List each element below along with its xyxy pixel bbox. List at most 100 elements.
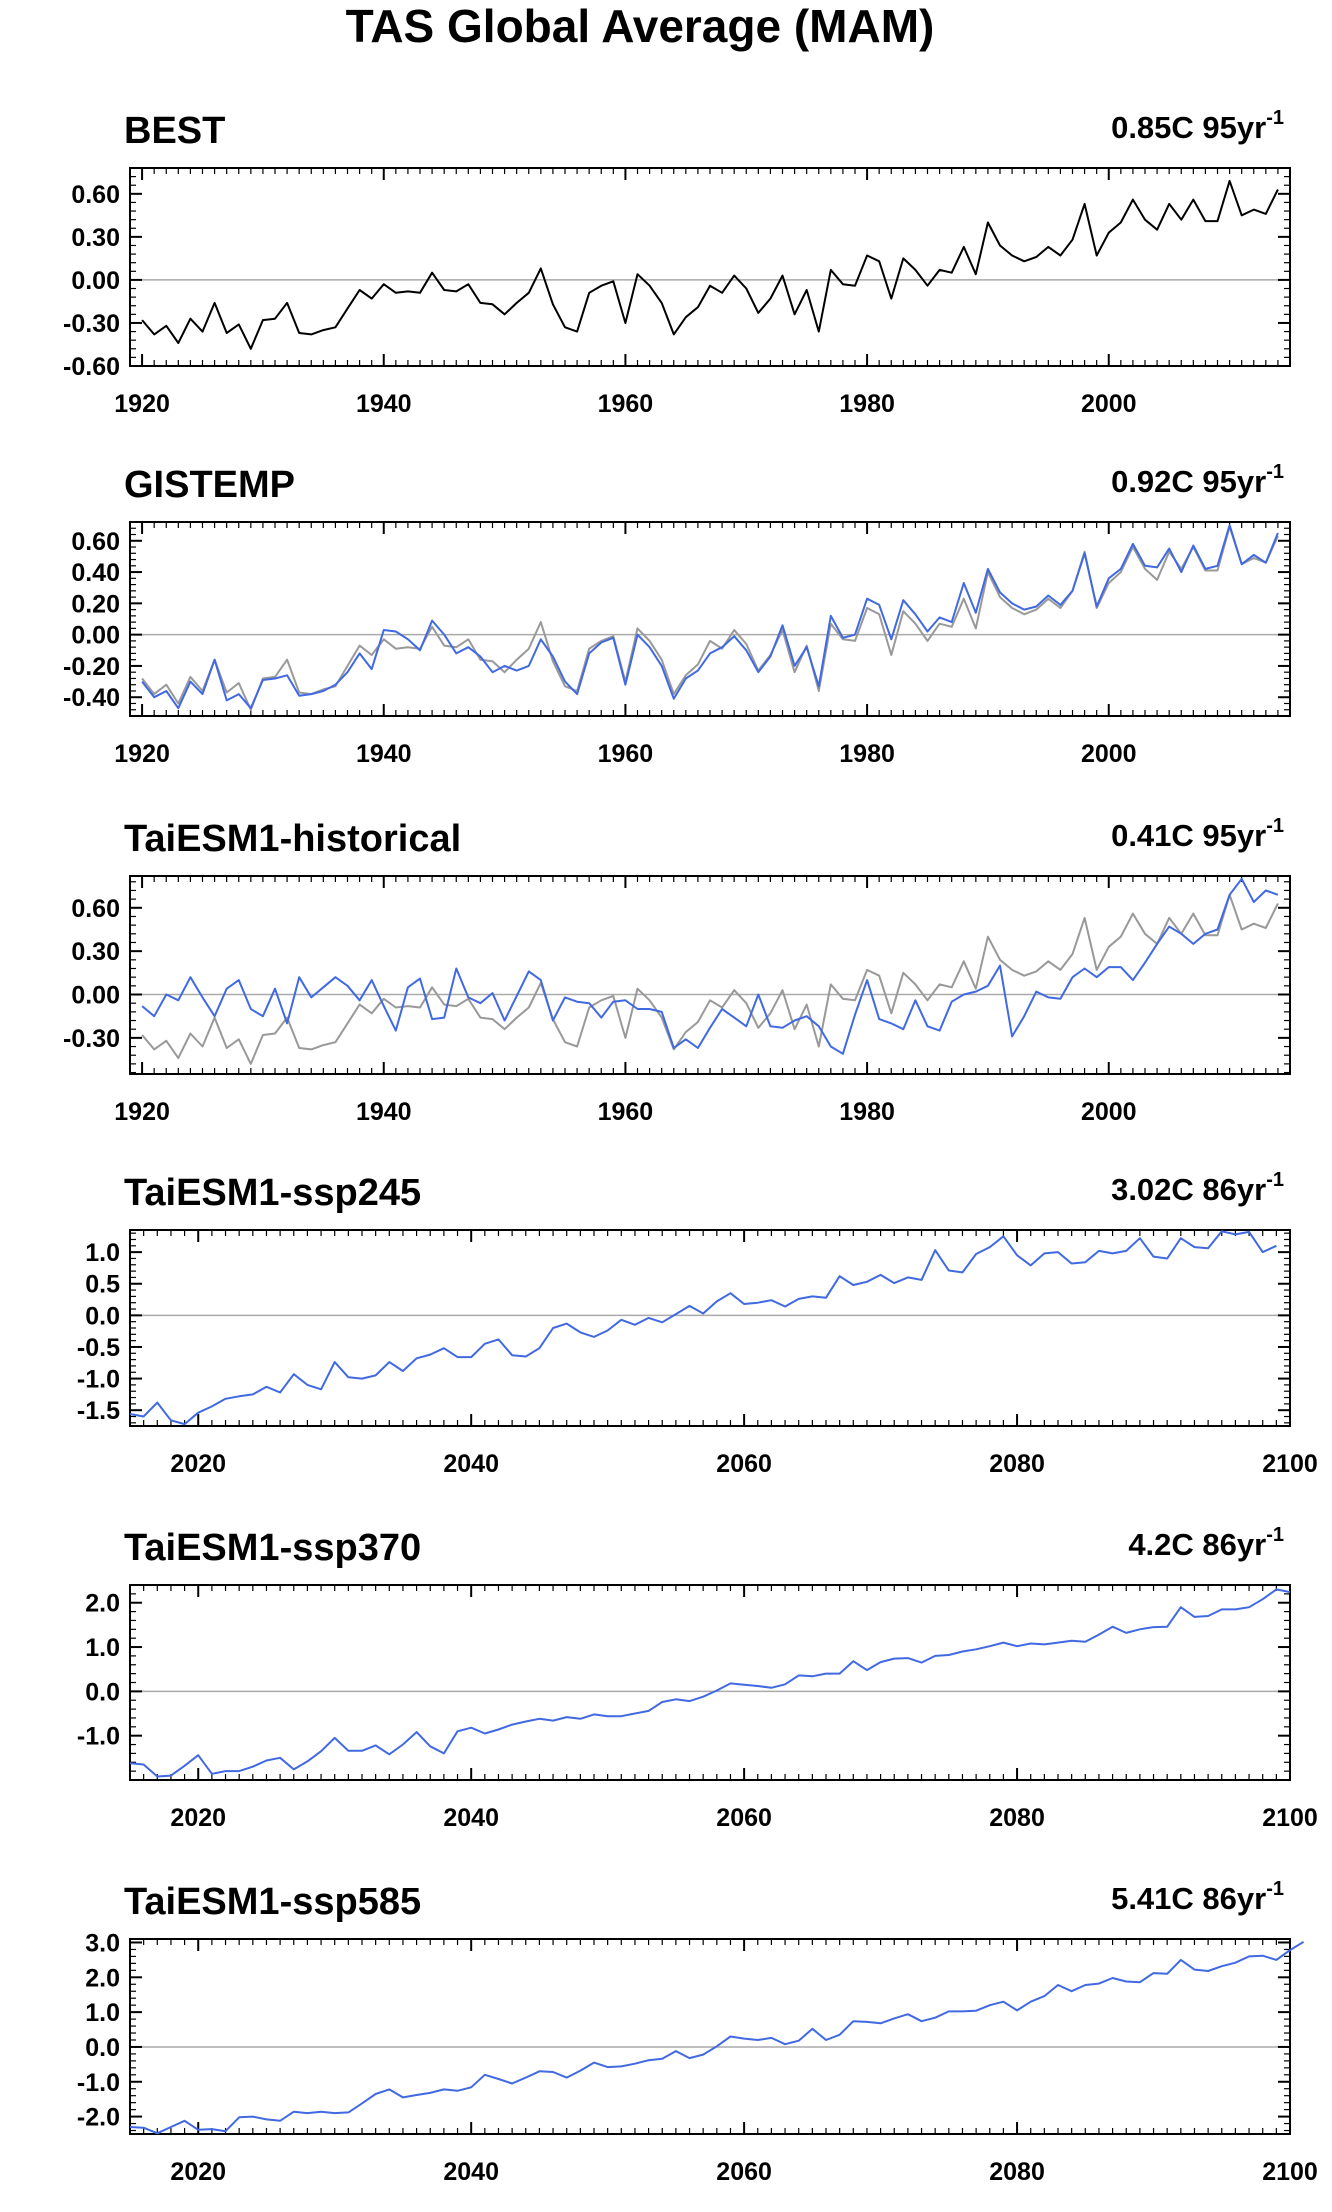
chart-panel-2: GISTEMP 0.92C 95yr-1 -0.40 -0.20 0.00 0.20 0.4… bbox=[63, 461, 1291, 768]
trend-label: 0.92C 95yr-1 bbox=[1111, 461, 1284, 499]
trend-label: 3.02C 86yr-1 bbox=[1111, 1169, 1284, 1207]
x-tick-label: 1960 bbox=[598, 1098, 654, 1126]
y-tick-label: 0.60 bbox=[71, 528, 120, 556]
chart-panel-5: TaiESM1-ssp370 4.2C 86yr-1 -1.0 0.0 1.0 2.0 20… bbox=[77, 1524, 1318, 1832]
chart-panel-3: TaiESM1-historical 0.41C 95yr-1 -0.30 0.00 0… bbox=[63, 815, 1291, 1126]
y-tick-label: -0.40 bbox=[63, 684, 120, 712]
y-tick-label: 0.60 bbox=[71, 895, 120, 923]
x-tick-label: 1980 bbox=[839, 390, 895, 418]
trend-exponent: -1 bbox=[1266, 461, 1284, 483]
y-tick-label: -1.0 bbox=[77, 2069, 120, 2097]
y-tick-label: 0.30 bbox=[71, 224, 120, 252]
y-tick-label: 2.0 bbox=[85, 1590, 120, 1618]
x-tick-label: 1940 bbox=[356, 390, 412, 418]
trend-value: 0.92C 95yr bbox=[1111, 464, 1266, 499]
x-tick-label: 2020 bbox=[170, 1450, 226, 1478]
trend-exponent: -1 bbox=[1266, 1878, 1284, 1900]
x-tick-label: 1940 bbox=[356, 1098, 412, 1126]
x-tick-label: 2060 bbox=[716, 1804, 772, 1832]
y-tick-label: 0.0 bbox=[85, 1302, 120, 1330]
y-tick-label: 3.0 bbox=[85, 1929, 120, 1957]
y-tick-label: 0.00 bbox=[71, 622, 120, 650]
y-tick-label: 0.5 bbox=[85, 1271, 120, 1299]
x-tick-label: 2060 bbox=[716, 2158, 772, 2186]
y-tick-label: 1.0 bbox=[85, 1239, 120, 1267]
plot-frame bbox=[129, 167, 1291, 367]
y-tick-label: -2.0 bbox=[77, 2104, 120, 2132]
trend-value: 0.85C 95yr bbox=[1111, 110, 1266, 145]
series-line bbox=[141, 524, 1279, 710]
y-tick-label: -0.60 bbox=[63, 353, 120, 381]
x-tick-label: 1960 bbox=[598, 740, 654, 768]
series-line bbox=[141, 877, 1279, 1055]
trend-exponent: -1 bbox=[1266, 107, 1284, 129]
y-tick-label: 0.60 bbox=[71, 181, 120, 209]
trend-value: 0.41C 95yr bbox=[1111, 818, 1266, 853]
chart-panel-4: TaiESM1-ssp245 3.02C 86yr-1 -1.5 -1.0 -0.5 0.… bbox=[77, 1169, 1318, 1478]
x-tick-label: 1940 bbox=[356, 740, 412, 768]
trend-exponent: -1 bbox=[1266, 815, 1284, 837]
x-tick-label: 1920 bbox=[114, 1098, 170, 1126]
x-tick-label: 2040 bbox=[443, 1450, 499, 1478]
figure-title: TAS Global Average (MAM) bbox=[346, 0, 935, 52]
x-tick-label: 2100 bbox=[1262, 2158, 1318, 2186]
y-tick-label: 0.00 bbox=[71, 982, 120, 1010]
x-tick-label: 2000 bbox=[1081, 740, 1137, 768]
series-line bbox=[141, 179, 1279, 350]
y-tick-label: -0.30 bbox=[63, 310, 120, 338]
series-line-reference bbox=[141, 525, 1279, 711]
x-tick-label: 2080 bbox=[989, 1804, 1045, 1832]
x-tick-label: 1920 bbox=[114, 740, 170, 768]
trend-value: 3.02C 86yr bbox=[1111, 1172, 1266, 1207]
series-line bbox=[129, 1588, 1291, 1778]
x-tick-label: 2060 bbox=[716, 1450, 772, 1478]
y-tick-label: 0.40 bbox=[71, 559, 120, 587]
y-tick-label: 0.00 bbox=[71, 267, 120, 295]
panel-title: TaiESM1-ssp585 bbox=[124, 1881, 421, 1923]
y-tick-label: -0.30 bbox=[63, 1025, 120, 1053]
trend-label: 0.85C 95yr-1 bbox=[1111, 107, 1284, 145]
y-tick-label: 0.30 bbox=[71, 938, 120, 966]
chart-panel-6: TaiESM1-ssp585 5.41C 86yr-1 -2.0 -1.0 0.0 1.0… bbox=[77, 1878, 1318, 2186]
panel-title: TaiESM1-historical bbox=[124, 818, 461, 860]
y-tick-label: -0.5 bbox=[77, 1334, 120, 1362]
y-tick-label: 2.0 bbox=[85, 1964, 120, 1992]
y-tick-label: 1.0 bbox=[85, 1634, 120, 1662]
y-tick-label: -1.0 bbox=[77, 1366, 120, 1394]
x-tick-label: 2020 bbox=[170, 1804, 226, 1832]
panel-title: TaiESM1-ssp245 bbox=[124, 1172, 421, 1214]
y-tick-label: 1.0 bbox=[85, 1999, 120, 2027]
trend-label: 5.41C 86yr-1 bbox=[1111, 1878, 1284, 1916]
x-tick-label: 2080 bbox=[989, 1450, 1045, 1478]
plot-frame bbox=[129, 1938, 1291, 2135]
panel-title: TaiESM1-ssp370 bbox=[124, 1527, 421, 1569]
x-tick-label: 2040 bbox=[443, 2158, 499, 2186]
series-line bbox=[129, 1230, 1277, 1426]
plot-frame bbox=[129, 521, 1291, 717]
x-tick-label: 2040 bbox=[443, 1804, 499, 1832]
trend-value: 4.2C 86yr bbox=[1128, 1527, 1266, 1562]
chart-panel-1: BEST 0.85C 95yr-1 -0.60 -0.30 0.00 0.30 0.60 19… bbox=[63, 107, 1291, 418]
plot-frame bbox=[129, 875, 1291, 1075]
x-tick-label: 1960 bbox=[598, 390, 654, 418]
x-tick-label: 2000 bbox=[1081, 390, 1137, 418]
trend-label: 0.41C 95yr-1 bbox=[1111, 815, 1284, 853]
x-tick-label: 1980 bbox=[839, 740, 895, 768]
trend-exponent: -1 bbox=[1266, 1169, 1284, 1191]
x-tick-label: 2100 bbox=[1262, 1450, 1318, 1478]
plot-frame bbox=[129, 1584, 1291, 1781]
panel-title: GISTEMP bbox=[124, 464, 295, 506]
y-tick-label: -1.0 bbox=[77, 1723, 120, 1751]
x-tick-label: 2000 bbox=[1081, 1098, 1137, 1126]
series-line-reference bbox=[141, 893, 1279, 1065]
trend-label: 4.2C 86yr-1 bbox=[1128, 1524, 1284, 1562]
x-tick-label: 2020 bbox=[170, 2158, 226, 2186]
trend-value: 5.41C 86yr bbox=[1111, 1881, 1266, 1916]
y-tick-label: 0.0 bbox=[85, 1678, 120, 1706]
x-tick-label: 2080 bbox=[989, 2158, 1045, 2186]
y-tick-label: -0.20 bbox=[63, 653, 120, 681]
y-tick-label: -1.5 bbox=[77, 1397, 120, 1425]
plot-frame bbox=[129, 1229, 1291, 1427]
x-tick-label: 1980 bbox=[839, 1098, 895, 1126]
